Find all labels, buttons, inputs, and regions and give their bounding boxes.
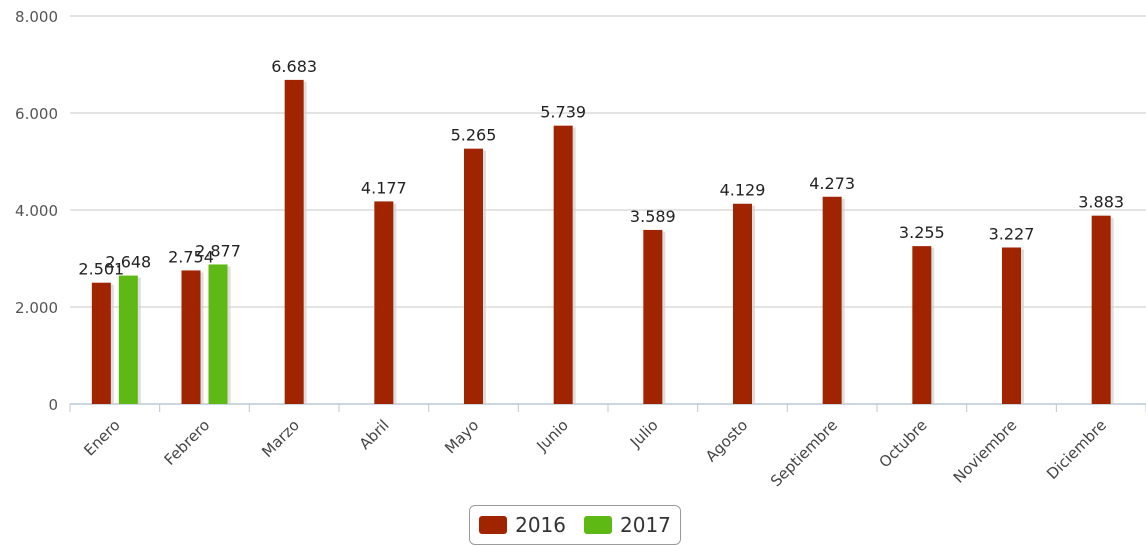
- x-tick-label: Mayo: [441, 416, 482, 457]
- bar-2016-mayo: [464, 148, 483, 404]
- legend-swatch: [479, 516, 508, 534]
- bar-2016-noviembre: [1002, 247, 1021, 404]
- data-label: 2.648: [105, 253, 151, 272]
- x-tick-label: Agosto: [702, 416, 751, 465]
- x-tick-label: Noviembre: [950, 416, 1021, 487]
- y-tick-label: 8.000: [15, 8, 58, 26]
- x-tick-label: Septiembre: [767, 416, 841, 490]
- data-label: 3.589: [630, 207, 676, 226]
- legend-label: 2016: [515, 513, 566, 537]
- bar-2016-enero: [91, 282, 111, 404]
- data-label: 6.683: [271, 57, 317, 76]
- bar-2016-diciembre: [1091, 215, 1111, 404]
- data-label: 3.255: [899, 223, 945, 242]
- bar-2016-agosto: [733, 203, 752, 404]
- legend-swatch: [584, 516, 612, 534]
- bar-2016-febrero: [181, 270, 201, 404]
- bar-2016-octubre: [912, 246, 932, 404]
- legend: 2016 2017: [469, 505, 681, 545]
- bar-2016-marzo: [284, 79, 304, 404]
- bar-2016-junio: [553, 125, 573, 404]
- bar-2016-abril: [374, 201, 394, 404]
- x-tick-label: Junio: [533, 416, 572, 455]
- data-label: 3.227: [989, 224, 1035, 243]
- data-label: 4.129: [720, 181, 766, 200]
- x-tick-label: Julio: [626, 416, 662, 452]
- data-label: 5.265: [451, 126, 497, 145]
- x-tick-label: Enero: [80, 416, 123, 459]
- x-tick-label: Abril: [356, 416, 393, 453]
- data-label: 3.883: [1078, 193, 1124, 212]
- x-tick-label: Octubre: [875, 416, 930, 471]
- bar-2016-julio: [643, 229, 663, 404]
- bar-2016-septiembre: [822, 196, 842, 404]
- bar-2017-febrero: [208, 264, 228, 404]
- x-tick-label: Febrero: [161, 416, 214, 469]
- data-label: 2.754: [168, 247, 214, 266]
- legend-item-2017[interactable]: 2017: [584, 513, 671, 537]
- legend-item-2016[interactable]: 2016: [479, 513, 566, 537]
- data-label: 4.273: [809, 174, 855, 193]
- y-tick-label: 6.000: [15, 105, 58, 123]
- y-tick-label: 2.000: [15, 299, 58, 317]
- x-tick-label: Diciembre: [1043, 416, 1110, 483]
- y-tick-label: 4.000: [15, 202, 58, 220]
- legend-label: 2017: [620, 513, 671, 537]
- data-label: 2.501: [78, 260, 124, 279]
- x-tick-label: Marzo: [258, 416, 303, 461]
- bar-2017-enero: [118, 275, 138, 404]
- y-tick-label: 0: [48, 396, 58, 414]
- data-label: 5.739: [540, 103, 586, 122]
- data-label: 2.877: [195, 241, 241, 260]
- data-label: 4.177: [361, 178, 407, 197]
